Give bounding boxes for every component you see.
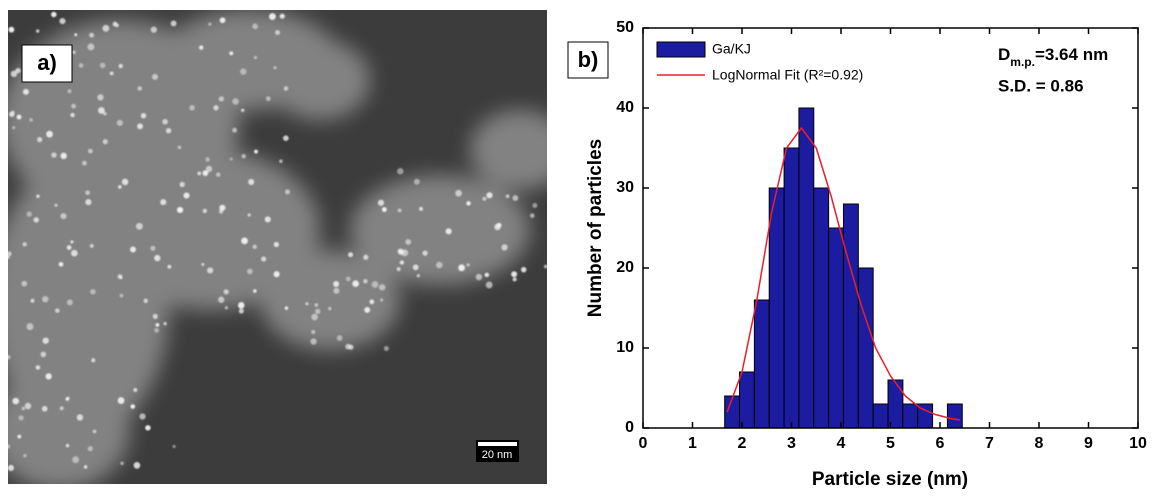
y-tick-label: 10 (616, 339, 634, 356)
annotation: S.D. = 0.86 (998, 76, 1084, 95)
bar (739, 371, 755, 429)
bar (813, 187, 830, 429)
legend-label: Ga/KJ (712, 41, 751, 57)
bar (842, 203, 859, 429)
panel-label: b) (578, 47, 599, 72)
tem-image: 20 nm (8, 10, 547, 484)
bar (783, 147, 800, 429)
bar (946, 403, 963, 429)
y-tick-label: 30 (616, 179, 634, 196)
annotation: Dm.p.=3.64 nm (998, 45, 1108, 69)
annotation-part: D (998, 45, 1010, 64)
x-tick-label: 4 (837, 435, 846, 452)
fit-curve (726, 126, 960, 421)
y-tick-label: 50 (616, 19, 634, 36)
y-tick-label: 40 (616, 99, 634, 116)
y-axis-title: Number of particles (585, 139, 606, 317)
x-tick-label: 2 (738, 435, 747, 452)
panel-label: a) (37, 50, 57, 75)
x-tick-label: 6 (936, 435, 945, 452)
scale-bar-label: 20 nm (482, 449, 513, 461)
x-tick-label: 7 (985, 435, 994, 452)
x-axis-title: Particle size (nm) (812, 469, 968, 490)
x-tick-label: 5 (886, 435, 895, 452)
annotation-part: m.p. (1010, 55, 1035, 69)
bar (753, 299, 770, 429)
histogram-plot: 0 1 2 3 4 5 6 7 8 9 10 0 10 20 30 40 50 Ga/KJ LogNormal Fi… (616, 19, 1147, 452)
bar (857, 267, 874, 429)
x-tick-label: 1 (688, 435, 697, 452)
bar (768, 187, 785, 429)
bar (902, 403, 919, 429)
bar (798, 107, 815, 429)
x-tick-label: 10 (1129, 435, 1147, 452)
annotation-part: =3.64 nm (1035, 45, 1108, 64)
x-tick-label: 8 (1035, 435, 1044, 452)
x-tick-label: 9 (1084, 435, 1093, 452)
y-tick-label: 20 (616, 259, 634, 276)
legend-swatch (656, 41, 706, 58)
bar (828, 227, 844, 429)
x-tick-label: 3 (787, 435, 796, 452)
legend-label: LogNormal Fit (R²=0.92) (712, 67, 863, 83)
x-tick-label: 0 (639, 435, 648, 452)
y-tick-label: 0 (625, 419, 634, 436)
bar (887, 379, 904, 429)
bar (872, 403, 889, 429)
